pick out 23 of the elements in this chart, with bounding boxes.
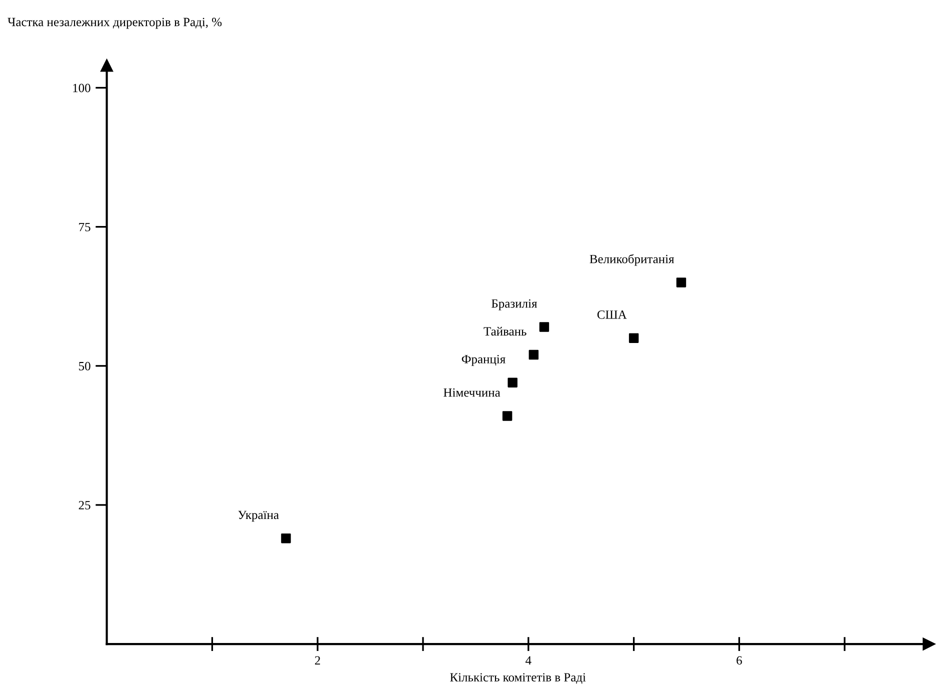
y-axis-title: Частка незалежних директорів в Раді, % [8, 18, 222, 29]
point [508, 378, 518, 388]
y-tick-label: 25 [78, 501, 90, 510]
point [502, 411, 512, 421]
annotation: США [597, 310, 627, 319]
point [676, 278, 686, 288]
point [281, 533, 291, 544]
annotation: Франція [462, 354, 506, 366]
point [539, 322, 550, 332]
x-axis-title: Кількість комітетів в Раді [450, 673, 586, 684]
y-tick-label: 50 [79, 362, 90, 370]
y-tick-label: 100 [73, 84, 90, 92]
x-tick-label: 6 [736, 656, 742, 665]
x-tick-label: 2 [315, 656, 320, 665]
annotation: Україна [238, 510, 279, 522]
x-tick-label: 4 [526, 656, 532, 665]
annotation: Тайвань [484, 326, 526, 336]
y-tick-label: 75 [79, 222, 90, 232]
annotation: Німеччина [444, 388, 500, 397]
point [628, 333, 639, 343]
point [528, 350, 539, 360]
annotation: Великобританія [590, 254, 674, 266]
annotation: Бразилія [492, 299, 538, 310]
